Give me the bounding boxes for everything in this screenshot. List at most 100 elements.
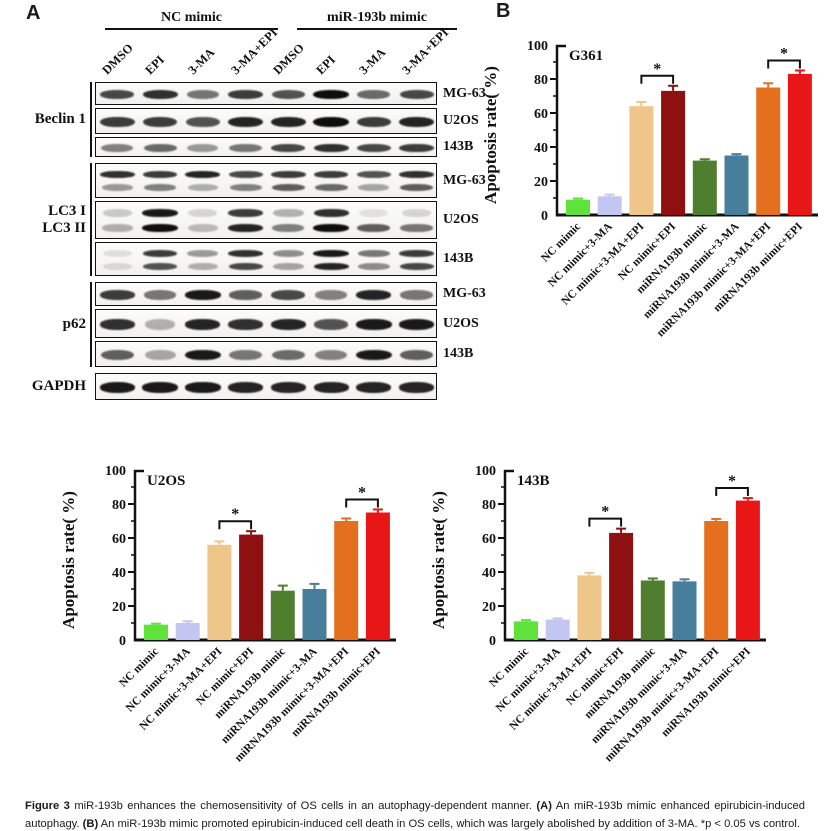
lane-label: DMSO <box>99 40 137 78</box>
y-tick-label: 60 <box>482 532 496 547</box>
group-bracket <box>90 82 92 157</box>
blot-band <box>273 209 304 218</box>
blot-band <box>100 349 134 361</box>
blot-band <box>270 319 306 330</box>
blot-band <box>144 319 176 330</box>
blot-band <box>144 184 177 192</box>
blot-band <box>399 170 435 179</box>
blot-band <box>99 170 135 179</box>
blot-box <box>95 341 437 367</box>
blot-band <box>271 170 306 179</box>
protein-label: GAPDH <box>31 378 86 394</box>
blot-band <box>271 349 305 361</box>
lane-label: 3-MA <box>356 45 389 78</box>
blot-band <box>314 319 348 330</box>
blot-band <box>142 249 178 257</box>
blot-band <box>356 382 392 393</box>
bar <box>597 196 622 215</box>
bar <box>334 521 359 640</box>
blot-band <box>356 289 392 301</box>
blot-band <box>270 116 306 128</box>
blot-band <box>228 262 263 270</box>
bar <box>302 589 327 640</box>
group-bracket <box>90 163 92 276</box>
lane-label: DMSO <box>270 40 308 78</box>
caption-segment: (B) <box>82 818 99 831</box>
lane-label: 3-MA <box>185 45 218 78</box>
blot-band <box>102 262 132 270</box>
blot-band <box>313 143 349 153</box>
bar <box>661 90 686 215</box>
blot-band <box>229 184 262 192</box>
blot-band <box>272 249 305 257</box>
blot-band <box>102 249 132 257</box>
significance-bracket <box>640 74 675 84</box>
group-bracket <box>90 282 92 367</box>
bar <box>735 500 760 640</box>
y-tick-label: 100 <box>105 464 126 479</box>
blot-band <box>229 349 262 361</box>
blot-band <box>187 143 219 153</box>
y-tick-label: 0 <box>119 634 126 649</box>
blot-band <box>187 223 218 232</box>
blot-band <box>313 249 349 257</box>
x-category-label: miRNA193b mimic+3-MA+EPI <box>233 645 352 764</box>
bar <box>756 87 781 215</box>
blot-band <box>356 349 392 361</box>
blot-band <box>357 89 391 100</box>
blot-box <box>95 201 437 239</box>
blot-band <box>272 262 304 270</box>
blot-band <box>399 116 435 128</box>
blot-band <box>187 184 219 192</box>
blot-band <box>400 349 434 361</box>
blot-band <box>271 143 306 153</box>
blot-band <box>398 319 435 330</box>
protein-label: p62 <box>62 316 86 332</box>
caption-segment: An miR-193b mimic enhanced epirubicin-in… <box>25 800 805 831</box>
blot-band <box>272 223 305 232</box>
blot-box <box>95 137 437 157</box>
y-tick-label: 60 <box>112 532 126 547</box>
chart-143b: 0 20 40 60 80 100 Apoptosis rate( %) 143B NC mim… <box>428 440 774 785</box>
x-category-label: miRNA193b mimic+3-MA+EPI <box>603 645 722 764</box>
chart-title: U2OS <box>147 473 185 489</box>
blot-band <box>185 170 221 179</box>
panel-b-label: B <box>496 0 511 22</box>
y-tick-label: 20 <box>534 175 548 190</box>
bar <box>704 521 729 640</box>
bar <box>239 534 264 640</box>
blot-band <box>271 184 305 192</box>
blot-band <box>313 209 349 218</box>
figure-caption: Figure 3 miR-193b enhances the chemosens… <box>25 797 805 831</box>
significance-asterisk: * <box>653 61 661 78</box>
bar <box>545 619 570 640</box>
panel-a-label: A <box>26 2 41 24</box>
blot-band <box>399 382 435 393</box>
y-tick-label: 80 <box>482 498 496 513</box>
cell-line-label: 143B <box>443 251 474 266</box>
blot-band <box>356 143 391 153</box>
protein-label: Beclin 1 <box>34 111 86 127</box>
blot-band <box>400 223 433 232</box>
blot-band <box>357 249 391 257</box>
caption-segment: Figure 3 <box>25 800 75 812</box>
blot-band <box>229 289 263 301</box>
treatment-group-header: NC mimic <box>105 10 278 30</box>
y-tick-label: 80 <box>112 498 126 513</box>
blot-band <box>399 143 434 153</box>
blot-band <box>313 116 350 128</box>
cell-line-label: 143B <box>443 139 474 154</box>
bar <box>692 160 717 215</box>
significance-asterisk: * <box>780 46 788 63</box>
bar <box>640 580 665 640</box>
blot-band <box>313 223 350 232</box>
y-tick-label: 100 <box>475 464 496 479</box>
blot-band <box>358 184 390 192</box>
bar <box>514 621 538 640</box>
significance-bracket <box>767 59 801 69</box>
blot-box <box>95 163 437 198</box>
blot-band <box>186 89 220 100</box>
blot-band <box>187 262 219 270</box>
bar <box>629 106 654 215</box>
